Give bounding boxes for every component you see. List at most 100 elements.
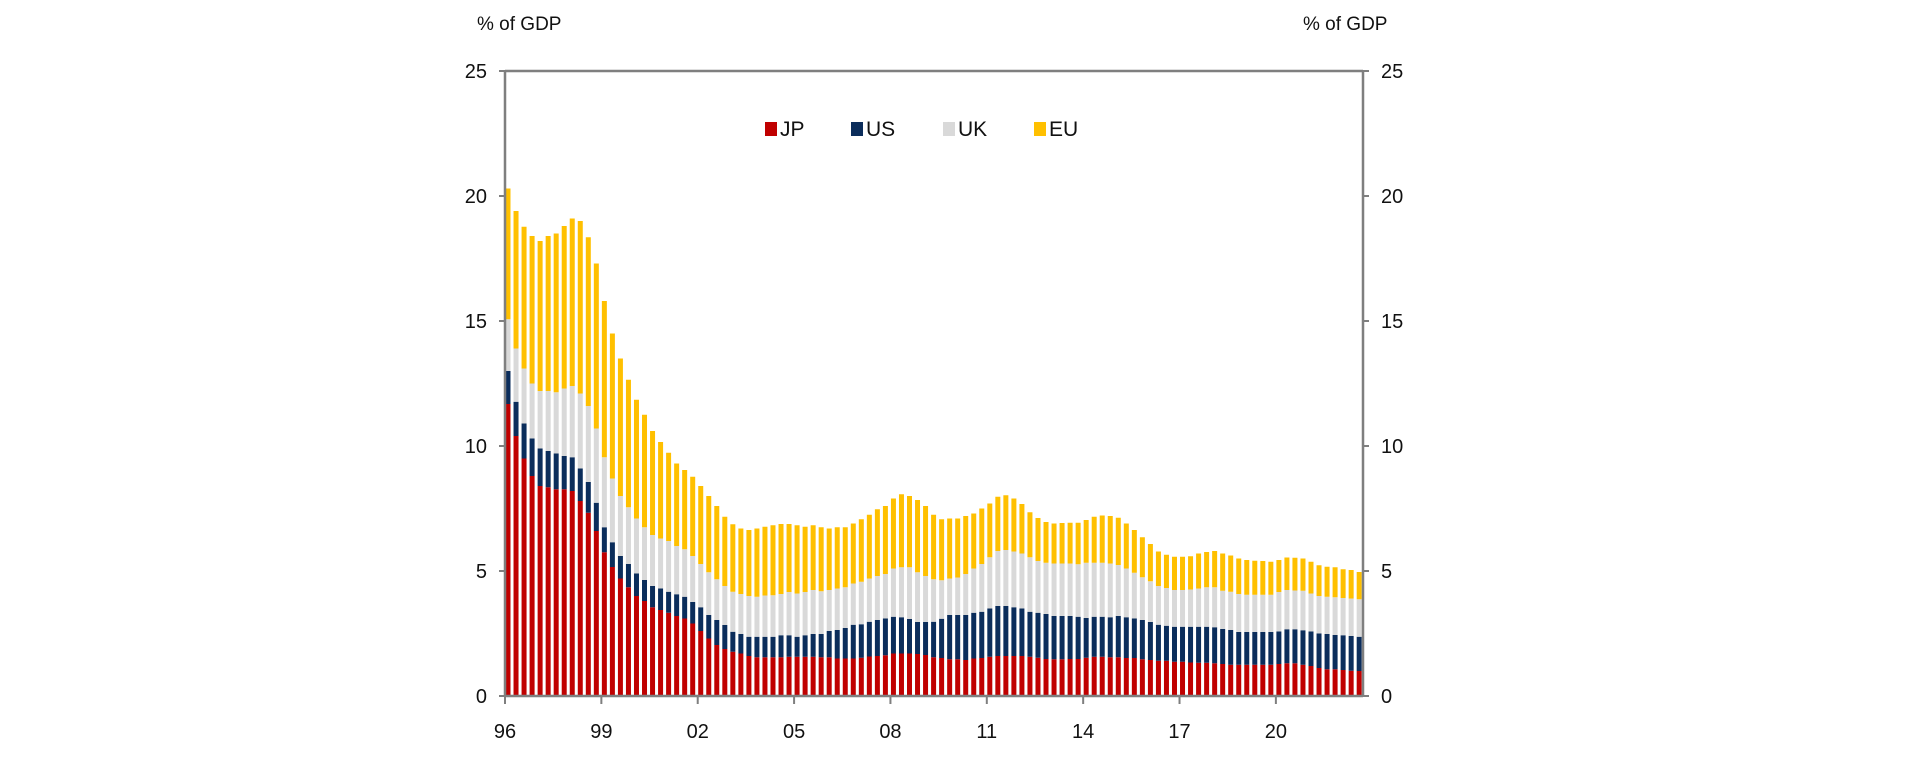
bar-jp-69 — [1059, 659, 1065, 696]
bar-uk-38 — [810, 590, 816, 634]
bar-eu-43 — [850, 523, 856, 584]
bar-us-43 — [850, 624, 856, 659]
bar-uk-49 — [898, 567, 904, 618]
bar-uk-74 — [1099, 562, 1105, 617]
bar-jp-34 — [778, 657, 784, 696]
bar-jp-15 — [625, 587, 631, 696]
bar-us-45 — [866, 621, 872, 657]
bar-eu-102 — [1324, 566, 1330, 597]
legend-label-eu: EU — [1049, 118, 1078, 141]
bar-jp-44 — [858, 657, 864, 696]
bar-uk-36 — [794, 593, 800, 637]
bar-uk-24 — [698, 564, 704, 608]
bar-us-92 — [1244, 632, 1250, 665]
bar-eu-83 — [1171, 556, 1177, 590]
bar-jp-33 — [770, 657, 776, 696]
bar-jp-88 — [1212, 663, 1218, 696]
bar-uk-106 — [1356, 599, 1362, 637]
legend: JP US UK EU — [765, 118, 1078, 141]
bar-jp-83 — [1171, 661, 1177, 696]
bar-us-21 — [674, 594, 680, 616]
bar-eu-8 — [569, 218, 575, 386]
bar-eu-67 — [1043, 522, 1049, 563]
bar-eu-10 — [585, 237, 591, 406]
bar-eu-82 — [1163, 554, 1169, 588]
bar-eu-98 — [1292, 557, 1298, 591]
bar-uk-10 — [585, 406, 591, 482]
bar-jp-72 — [1083, 657, 1089, 696]
bar-us-42 — [842, 628, 848, 659]
bar-us-47 — [882, 618, 888, 656]
bar-uk-100 — [1308, 593, 1314, 632]
bar-uk-103 — [1332, 597, 1338, 635]
bar-uk-52 — [923, 576, 929, 622]
legend-label-us: US — [866, 118, 895, 141]
x-tick-label: 14 — [1072, 721, 1094, 743]
bar-us-89 — [1220, 629, 1226, 664]
bar-eu-48 — [890, 498, 896, 569]
bar-uk-9 — [577, 393, 583, 469]
bar-us-52 — [923, 622, 929, 655]
bar-us-81 — [1155, 624, 1161, 661]
bar-us-11 — [593, 502, 599, 531]
bar-jp-22 — [682, 618, 688, 696]
bar-eu-77 — [1123, 523, 1129, 569]
bar-eu-39 — [818, 527, 824, 592]
bar-eu-24 — [698, 486, 704, 564]
bar-us-35 — [786, 635, 792, 657]
bar-uk-93 — [1252, 594, 1258, 632]
bar-uk-76 — [1115, 565, 1121, 616]
bar-eu-42 — [842, 527, 848, 588]
x-tick-label: 17 — [1168, 721, 1190, 743]
bar-jp-3 — [529, 476, 535, 696]
bar-uk-104 — [1340, 598, 1346, 636]
bar-us-82 — [1163, 625, 1169, 661]
bar-uk-34 — [778, 594, 784, 636]
bar-us-83 — [1171, 626, 1177, 662]
left-y-tick-label: 5 — [476, 561, 487, 583]
bar-uk-16 — [633, 518, 639, 574]
bar-eu-88 — [1212, 551, 1218, 588]
bar-us-34 — [778, 635, 784, 658]
bar-jp-87 — [1204, 662, 1210, 696]
bar-jp-36 — [794, 656, 800, 696]
bar-us-22 — [682, 596, 688, 619]
bar-uk-81 — [1155, 586, 1161, 625]
bar-eu-80 — [1147, 544, 1153, 582]
bar-uk-101 — [1316, 596, 1322, 634]
bar-us-72 — [1083, 618, 1089, 658]
bar-uk-71 — [1075, 564, 1081, 617]
x-tick-label: 96 — [494, 721, 516, 743]
bar-uk-102 — [1324, 596, 1330, 634]
bar-jp-100 — [1308, 666, 1314, 696]
bar-eu-56 — [955, 518, 961, 578]
bar-eu-17 — [642, 414, 648, 528]
bar-jp-16 — [633, 596, 639, 696]
bar-us-95 — [1268, 632, 1274, 665]
bar-eu-74 — [1099, 515, 1105, 563]
bar-uk-41 — [834, 588, 840, 630]
bar-uk-56 — [955, 577, 961, 615]
bar-uk-97 — [1284, 590, 1290, 630]
bar-us-14 — [617, 556, 623, 579]
right-y-tick-label: 20 — [1381, 186, 1403, 208]
bar-uk-21 — [674, 546, 680, 595]
bar-uk-19 — [658, 538, 664, 589]
bar-eu-59 — [979, 508, 985, 564]
bar-eu-13 — [609, 333, 615, 479]
bar-us-76 — [1115, 616, 1121, 658]
legend-swatch-us — [851, 122, 863, 136]
bar-us-101 — [1316, 633, 1322, 668]
bar-us-59 — [979, 611, 985, 658]
bar-eu-79 — [1139, 537, 1145, 578]
bar-us-41 — [834, 630, 840, 659]
bar-uk-54 — [939, 580, 945, 619]
x-ticks: 96 99 02 05 08 11 14 17 20 — [494, 696, 1287, 743]
bar-uk-53 — [931, 579, 937, 622]
bar-us-65 — [1027, 611, 1033, 657]
bar-eu-89 — [1220, 553, 1226, 591]
bar-uk-45 — [866, 578, 872, 622]
bar-eu-45 — [866, 514, 872, 579]
bar-us-33 — [770, 636, 776, 658]
bar-eu-58 — [971, 513, 977, 569]
